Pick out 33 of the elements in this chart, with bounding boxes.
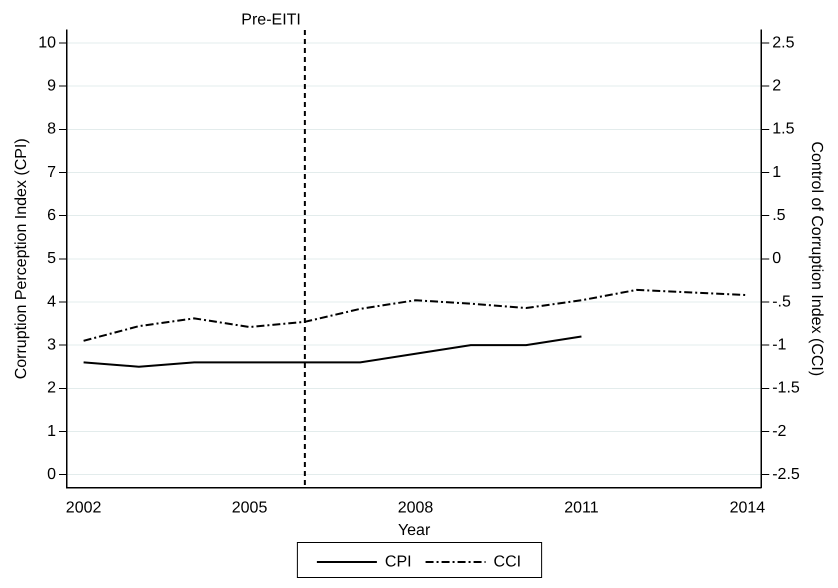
y2-tick-label: -1.5 <box>772 380 800 397</box>
y-axis-title: Corruption Perception Index (CPI) <box>13 138 30 380</box>
legend-label: CPI <box>384 553 412 570</box>
x-axis-title: Year <box>398 522 431 539</box>
y-tick-label: 0 <box>47 466 56 484</box>
y2-tick-label: -.5 <box>772 293 792 310</box>
y-tick-label: 8 <box>47 120 56 138</box>
y-tick-label: 9 <box>47 78 56 95</box>
y2-tick-label: 1.5 <box>772 120 795 138</box>
y-tick-label: 6 <box>47 207 56 224</box>
y2-tick-label: -2 <box>772 422 787 440</box>
y2-tick-label: 0 <box>772 250 782 268</box>
ref-line-label: Pre-EITI <box>241 11 301 28</box>
y-tick-label: 7 <box>47 164 56 181</box>
y2-tick-label: -2.5 <box>772 466 800 484</box>
y2-tick-label: 2.5 <box>772 34 795 52</box>
y-tick-label: 1 <box>47 422 56 440</box>
y-tick-label: 2 <box>47 380 56 397</box>
y-tick-label: 5 <box>47 250 56 268</box>
x-tick-label: 2005 <box>232 500 268 517</box>
y2-tick-label: .5 <box>772 207 786 224</box>
legend-label: CCI <box>494 553 522 570</box>
y-tick-label: 10 <box>38 34 56 52</box>
y2-axis-title: Control of Corruption Index (CCI) <box>808 141 825 376</box>
x-tick-label: 2011 <box>564 500 599 517</box>
y-tick-label: 4 <box>47 293 56 310</box>
y2-tick-label: -1 <box>772 336 787 354</box>
x-tick-label: 2002 <box>66 500 102 517</box>
x-tick-label: 2008 <box>398 500 434 517</box>
y2-tick-label: 1 <box>772 164 782 181</box>
y2-tick-label: 2 <box>772 78 782 95</box>
x-tick-label: 2014 <box>730 500 766 517</box>
y-tick-label: 3 <box>47 336 56 354</box>
